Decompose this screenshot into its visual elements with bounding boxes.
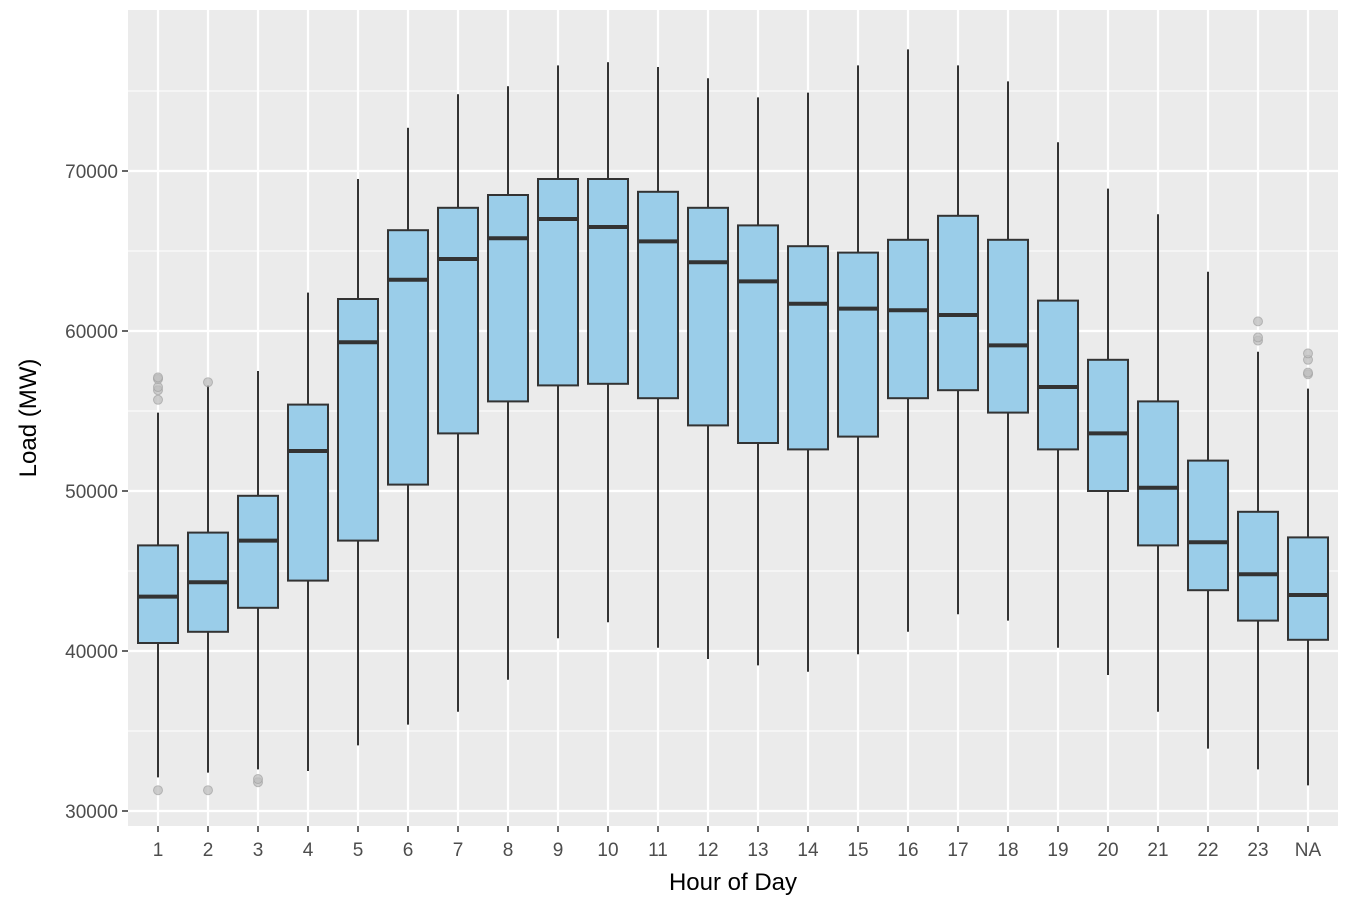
y-tick-label: 70000	[65, 162, 118, 183]
outlier-point	[203, 785, 213, 796]
iqr-box	[1137, 400, 1179, 547]
boxes-layer	[137, 49, 1329, 796]
minor-grid	[128, 90, 1338, 732]
box-14	[787, 92, 829, 672]
iqr-box	[437, 206, 479, 435]
iqr-box	[1287, 536, 1329, 641]
iqr-box	[537, 178, 579, 387]
iqr-box	[837, 251, 879, 438]
iqr-box	[1037, 299, 1079, 451]
box-2	[187, 377, 229, 796]
iqr-box	[387, 229, 429, 486]
y-tick-label: 50000	[65, 482, 118, 503]
x-tick-label: 23	[1247, 840, 1268, 861]
box-3	[237, 371, 279, 788]
x-tick-label: 15	[847, 840, 868, 861]
x-tick-label: 17	[947, 840, 968, 861]
iqr-box	[337, 298, 379, 542]
box-20	[1087, 188, 1129, 675]
outlier-point	[1303, 348, 1313, 359]
x-tick-label: 6	[403, 840, 414, 861]
box-16	[887, 49, 929, 632]
x-tick-label: 12	[697, 840, 718, 861]
x-tick-label: 22	[1197, 840, 1218, 861]
x-tick-label: 1	[153, 840, 164, 861]
x-tick-label: NA	[1295, 840, 1322, 861]
outlier-point	[153, 785, 163, 796]
x-tick-label: 9	[553, 840, 564, 861]
y-tick-label: 30000	[65, 802, 118, 823]
box-19	[1037, 142, 1079, 648]
iqr-box	[587, 178, 629, 385]
iqr-box	[487, 194, 529, 403]
outlier-point	[1253, 332, 1263, 343]
y-tick-label: 40000	[65, 642, 118, 663]
x-tick-label: 14	[797, 840, 819, 861]
box-17	[937, 65, 979, 615]
outlier-point	[203, 377, 213, 388]
x-tick-label: 20	[1097, 840, 1118, 861]
iqr-box	[1087, 358, 1129, 492]
box-5	[337, 179, 379, 746]
x-tick-label: 10	[597, 840, 618, 861]
iqr-box	[787, 245, 829, 451]
iqr-box	[1187, 459, 1229, 592]
outlier-point	[1253, 316, 1263, 327]
x-tick-label: 16	[897, 840, 918, 861]
box-9	[537, 65, 579, 639]
x-tick-label: 8	[503, 840, 514, 861]
y-tick-label: 60000	[65, 322, 118, 343]
iqr-box	[887, 238, 929, 400]
iqr-box	[287, 403, 329, 582]
box-8	[487, 86, 529, 680]
box-NA	[1287, 348, 1329, 786]
iqr-box	[687, 206, 729, 427]
x-axis-title: Hour of Day	[669, 869, 797, 896]
x-tick-label: 2	[203, 840, 214, 861]
box-18	[987, 81, 1029, 621]
box-12	[687, 78, 729, 659]
box-10	[587, 62, 629, 623]
outlier-point	[1303, 367, 1313, 378]
x-tick-label: 3	[253, 840, 264, 861]
x-tick-label: 11	[648, 840, 668, 861]
outlier-point	[153, 372, 163, 383]
iqr-box	[137, 544, 179, 645]
box-23	[1237, 316, 1279, 770]
iqr-box	[1237, 510, 1279, 622]
iqr-box	[637, 190, 679, 400]
box-22	[1187, 271, 1229, 749]
box-11	[637, 67, 679, 648]
box-15	[837, 65, 879, 655]
box-4	[287, 292, 329, 771]
y-axis-ticks: 30000 40000 50000 60000 70000	[65, 162, 128, 823]
iqr-box	[737, 224, 779, 444]
outlier-point	[153, 394, 163, 405]
x-tick-label: 13	[747, 840, 768, 861]
x-axis-ticks: 1 2 3 4 5 6 7 8 9 10 11 12 13 14 15 16 17 18 19 20 21 22 23 NA	[153, 826, 1322, 861]
y-axis-title: Load (MW)	[15, 359, 42, 478]
x-tick-label: 18	[997, 840, 1018, 861]
x-tick-label: 21	[1147, 840, 1168, 861]
box-6	[387, 127, 429, 725]
box-21	[1137, 214, 1179, 712]
plot-panel	[128, 10, 1338, 826]
box-7	[437, 94, 479, 712]
x-tick-label: 5	[353, 840, 364, 861]
box-1	[137, 372, 179, 796]
x-tick-label: 7	[453, 840, 464, 861]
box-13	[737, 97, 779, 666]
x-tick-label: 4	[303, 840, 314, 861]
iqr-box	[937, 214, 979, 392]
iqr-box	[987, 238, 1029, 414]
iqr-box	[237, 494, 279, 609]
x-tick-label: 19	[1047, 840, 1068, 861]
outlier-point	[253, 774, 263, 784]
